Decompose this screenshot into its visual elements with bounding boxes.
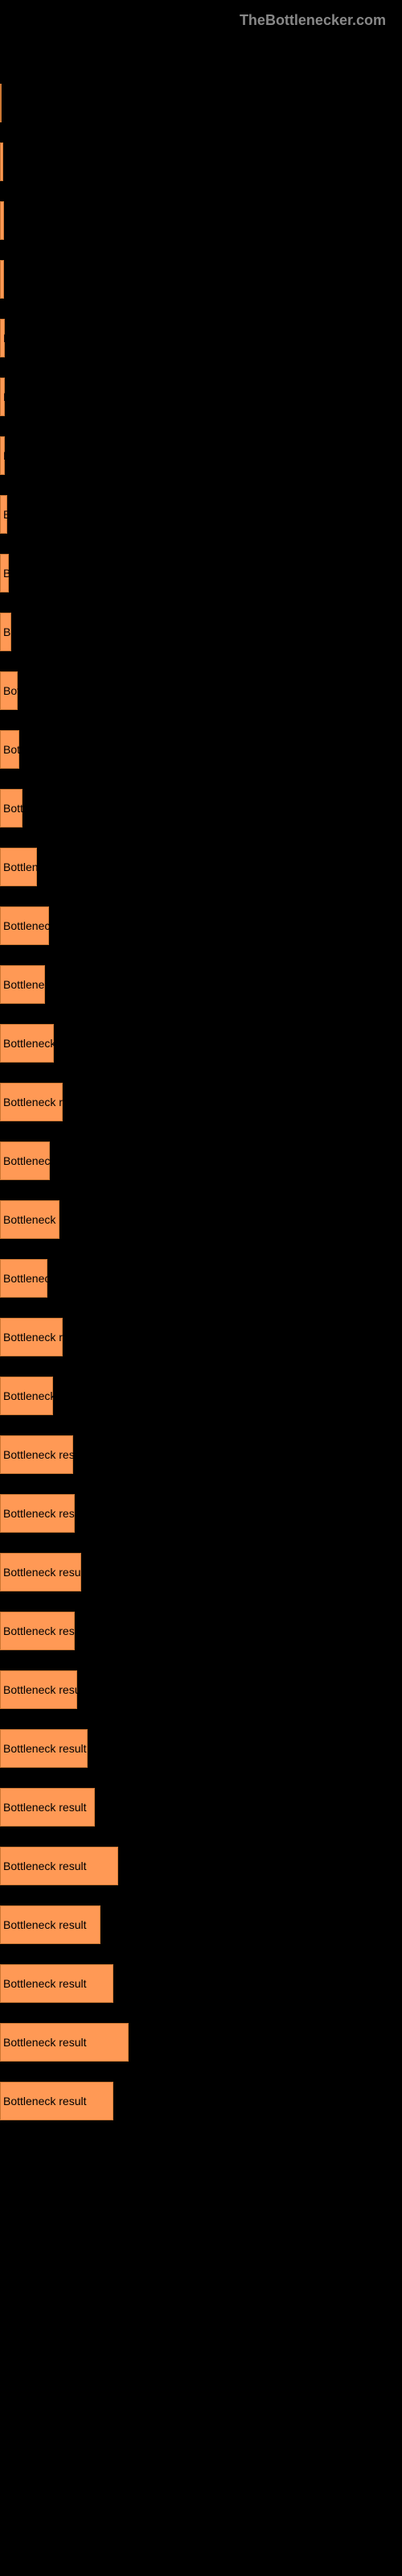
bar-label: Bottleneck result [3,625,13,638]
bar-row: Bottleneck result [0,191,402,250]
bar-label: Bottleneck result [3,919,51,932]
bar-label: Bottleneck result [3,567,10,580]
bar-label: Bottleneck result [3,1918,87,1931]
bar-label: Bottleneck result [3,1507,76,1520]
bar-row: Bottleneck result [0,1895,402,1954]
bar-label: Bottleneck result [3,1742,87,1755]
bar-label: Bottleneck result [3,390,6,403]
bar-label: Bottleneck result [3,2036,87,2049]
bar-row: Bottleneck result [0,720,402,778]
bar-label: Bottleneck result [3,1272,49,1285]
bar-label: Bottleneck result [3,155,5,168]
bar-label: Bottleneck result [3,802,24,815]
bar-label: Bottleneck result [3,1331,64,1344]
bar-label: Bottleneck result [3,508,9,521]
bar-row: Bottleneck result [0,543,402,602]
header: TheBottlenecker.com [0,0,402,41]
bar-row: Bottleneck result [0,1425,402,1484]
bar-row: Bottleneck result [0,485,402,543]
bar-row: Bottleneck result [0,132,402,191]
bar-row: Bottleneck result [0,1249,402,1307]
bar-label: Bottleneck result [3,1448,75,1461]
bar-row: Bottleneck result [0,1954,402,2013]
bar-row: Bottleneck result [0,73,402,132]
bar-row: Bottleneck result [0,1777,402,1836]
bar-row: Bottleneck result [0,250,402,308]
header-title: TheBottlenecker.com [240,12,386,28]
bar-row: Bottleneck result [0,955,402,1013]
bar-label: Bottleneck result [3,861,39,873]
bar-row: Bottleneck result [0,308,402,367]
bar-row: Bottleneck result [0,778,402,837]
bar-row: Bottleneck result [0,602,402,661]
bar-label: Bottleneck result [3,449,6,462]
bar-label: Bottleneck result [3,1037,55,1050]
bar-row: Bottleneck result [0,1601,402,1660]
bar-label: Bottleneck result [3,1801,87,1814]
bar-row: Bottleneck result [0,896,402,955]
bar-label: Bottleneck result [3,1154,51,1167]
bar-label: Bottleneck result [3,214,6,227]
bar-label: Bottleneck result [3,1566,83,1579]
bar-label: Bottleneck result [3,1683,79,1696]
bar-row: Bottleneck result [0,1836,402,1895]
bar-row: Bottleneck result [0,1484,402,1542]
bar-row: Bottleneck result [0,1307,402,1366]
bar-label: Bottleneck result [3,684,19,697]
bar-label: Bottleneck result [3,273,6,286]
bar-label: Bottleneck result [3,978,47,991]
bar-label: Bottleneck result [3,743,21,756]
bar-row: Bottleneck result [0,1719,402,1777]
bar-row: Bottleneck result [0,1660,402,1719]
bar-label: Bottleneck result [3,1977,87,1990]
bar-label: Bottleneck result [3,1096,64,1108]
bar-label: Bottleneck result [3,1624,76,1637]
bar-row: Bottleneck result [0,1072,402,1131]
bar-row: Bottleneck result [0,367,402,426]
bar-row: Bottleneck result [0,1366,402,1425]
bar-row: Bottleneck result [0,1190,402,1249]
bar-label: Bottleneck result [3,97,87,109]
bar-row: Bottleneck result [0,661,402,720]
chart-area: Bottleneck result Bottleneck result Bottle… [0,41,402,2162]
bar-label: Bottleneck result [3,1860,87,1872]
bar-row: Bottleneck result [0,2013,402,2071]
bar-row: Bottleneck result [0,1131,402,1190]
bar-row: Bottleneck result [0,1542,402,1601]
bar-label: Bottleneck result [3,1389,55,1402]
bar-row: Bottleneck result [0,1013,402,1072]
bar-row: Bottleneck result [0,2071,402,2130]
bar-label: Bottleneck result [3,2095,87,2107]
bar-row: Bottleneck result [0,837,402,896]
chart-bar [0,84,2,122]
bar-row: Bottleneck result [0,426,402,485]
bar-label: Bottleneck result [3,332,6,345]
bar-label: Bottleneck result [3,1213,61,1226]
